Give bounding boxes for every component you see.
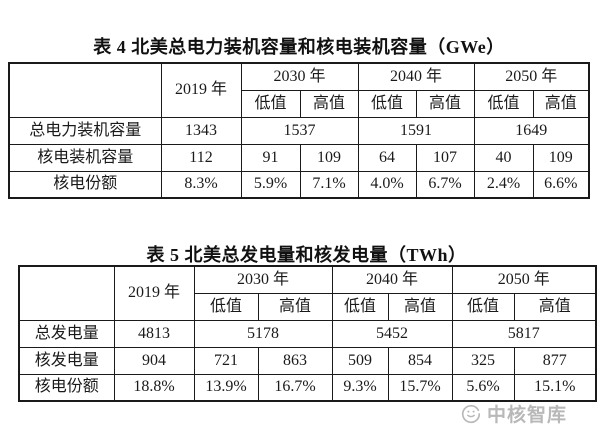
value-cell: 112 bbox=[160, 143, 242, 172]
header-cell-2019: 2019 年 bbox=[160, 62, 242, 118]
header-cell-year-2030: 2030 年 bbox=[193, 265, 333, 294]
row-label-cell: 总发电量 bbox=[18, 319, 115, 348]
value-cell: 2.4% bbox=[473, 170, 534, 199]
header-cell-low: 低值 bbox=[357, 89, 417, 118]
watermark: 中核智库 bbox=[460, 400, 567, 426]
value-cell-merged: 5452 bbox=[331, 319, 453, 348]
value-cell: 8.3% bbox=[160, 170, 242, 199]
value-cell: 4813 bbox=[113, 319, 195, 348]
corner-empty-cell bbox=[18, 265, 115, 321]
value-cell: 1343 bbox=[160, 116, 242, 145]
value-cell: 325 bbox=[451, 346, 515, 375]
row-label-cell: 总电力装机容量 bbox=[8, 116, 162, 145]
value-cell-merged: 1537 bbox=[240, 116, 359, 145]
table-5-generation: 2019 年 2030 年 2040 年 2050 年 低值 高值 低值 高值 … bbox=[18, 265, 597, 402]
value-cell-merged: 5817 bbox=[451, 319, 597, 348]
table-row: 核发电量 904 721 863 509 854 325 877 bbox=[18, 346, 597, 375]
value-cell-merged: 1591 bbox=[357, 116, 475, 145]
value-cell: 721 bbox=[193, 346, 259, 375]
header-cell-low: 低值 bbox=[193, 292, 259, 321]
value-cell: 64 bbox=[357, 143, 417, 172]
value-cell: 18.8% bbox=[113, 373, 195, 402]
value-cell: 13.9% bbox=[193, 373, 259, 402]
value-cell: 9.3% bbox=[331, 373, 389, 402]
value-cell: 16.7% bbox=[257, 373, 333, 402]
row-label-cell: 核发电量 bbox=[18, 346, 115, 375]
table-row: 2019 年 2030 年 2040 年 2050 年 bbox=[18, 265, 597, 321]
value-cell: 7.1% bbox=[299, 170, 359, 199]
table-4-capacity: 2019 年 2030 年 2040 年 2050 年 低值 高值 低值 高值 … bbox=[8, 62, 590, 199]
table-row: 总发电量 4813 5178 5452 5817 bbox=[18, 319, 597, 348]
table-row: 核电份额 18.8% 13.9% 16.7% 9.3% 15.7% 5.6% 1… bbox=[18, 373, 597, 402]
header-cell-2019: 2019 年 bbox=[113, 265, 195, 321]
row-label-cell: 核电份额 bbox=[8, 170, 162, 199]
value-cell: 863 bbox=[257, 346, 333, 375]
value-cell: 904 bbox=[113, 346, 195, 375]
row-label-cell: 核电装机容量 bbox=[8, 143, 162, 172]
value-cell: 15.1% bbox=[513, 373, 597, 402]
table-row: 低值 高值 低值 高值 低值 高值 bbox=[19, 292, 597, 321]
row-label-cell: 核电份额 bbox=[18, 373, 115, 402]
value-cell: 4.0% bbox=[357, 170, 417, 199]
watermark-text: 中核智库 bbox=[487, 404, 568, 426]
header-cell-high: 高值 bbox=[513, 292, 597, 321]
value-cell: 109 bbox=[299, 143, 359, 172]
value-cell-merged: 5178 bbox=[193, 319, 333, 348]
header-cell-low: 低值 bbox=[240, 89, 301, 118]
value-cell: 6.7% bbox=[415, 170, 475, 199]
header-cell-high: 高值 bbox=[532, 89, 590, 118]
header-cell-year-2040: 2040 年 bbox=[357, 62, 475, 91]
value-cell: 109 bbox=[532, 143, 590, 172]
value-cell: 5.9% bbox=[240, 170, 301, 199]
header-cell-high: 高值 bbox=[299, 89, 359, 118]
table-5-title: 表 5 北美总发电量和核发电量（TWh） bbox=[146, 245, 467, 265]
table-4-title: 表 4 北美总电力装机容量和核电装机容量（GWe） bbox=[93, 37, 505, 57]
value-cell: 40 bbox=[473, 143, 534, 172]
value-cell: 509 bbox=[331, 346, 389, 375]
table-row: 低值 高值 低值 高值 低值 高值 bbox=[9, 89, 590, 118]
header-cell-year-2050: 2050 年 bbox=[473, 62, 590, 91]
header-cell-high: 高值 bbox=[415, 89, 475, 118]
header-cell-high: 高值 bbox=[387, 292, 453, 321]
table-row: 核电份额 8.3% 5.9% 7.1% 4.0% 6.7% 2.4% 6.6% bbox=[8, 170, 590, 199]
value-cell-merged: 1649 bbox=[473, 116, 590, 145]
header-cell-high: 高值 bbox=[257, 292, 333, 321]
table-row: 核电装机容量 112 91 109 64 107 40 109 bbox=[8, 143, 590, 172]
table-row: 总电力装机容量 1343 1537 1591 1649 bbox=[8, 116, 590, 145]
value-cell: 107 bbox=[415, 143, 475, 172]
table-row: 2019 年 2030 年 2040 年 2050 年 bbox=[8, 62, 590, 118]
header-cell-low: 低值 bbox=[451, 292, 515, 321]
value-cell: 877 bbox=[513, 346, 597, 375]
header-cell-low: 低值 bbox=[473, 89, 534, 118]
value-cell: 6.6% bbox=[532, 170, 590, 199]
value-cell: 5.6% bbox=[451, 373, 515, 402]
header-cell-year-2050: 2050 年 bbox=[451, 265, 597, 294]
value-cell: 15.7% bbox=[387, 373, 453, 402]
header-cell-low: 低值 bbox=[331, 292, 389, 321]
value-cell: 91 bbox=[240, 143, 301, 172]
header-cell-year-2040: 2040 年 bbox=[331, 265, 453, 294]
value-cell: 854 bbox=[387, 346, 453, 375]
header-cell-year-2030: 2030 年 bbox=[240, 62, 359, 91]
corner-empty-cell bbox=[8, 62, 162, 118]
swirl-face-icon bbox=[460, 402, 482, 424]
